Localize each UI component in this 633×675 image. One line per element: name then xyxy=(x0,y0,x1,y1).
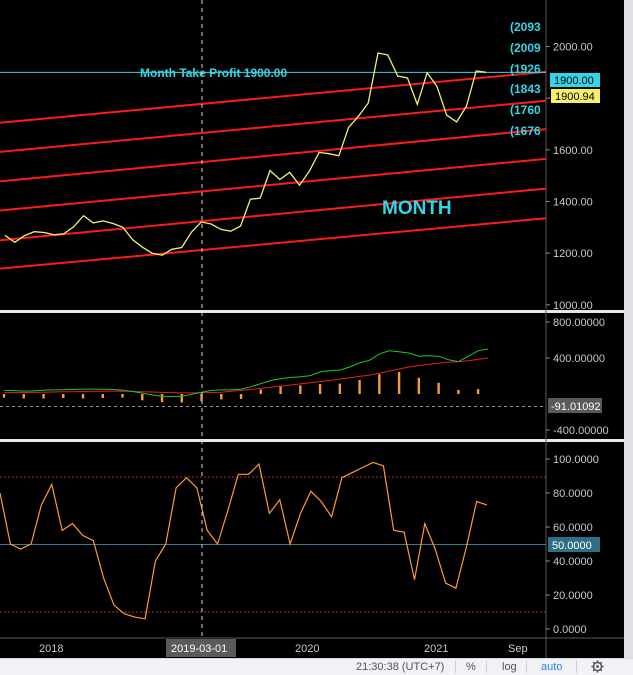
oscillator-tick-label: 0.0000 xyxy=(553,624,587,636)
level-label: (1676 xyxy=(510,124,541,138)
macd-histogram-bar xyxy=(338,383,342,394)
level-label: (2009 xyxy=(510,41,541,55)
last-price-badge: 1900.94 xyxy=(551,89,600,103)
macd-histogram-bar xyxy=(239,394,243,399)
clock-label: 21:30:38 (UTC+7) xyxy=(356,661,445,673)
oscillator-tick-label: 20.0000 xyxy=(553,590,593,602)
macd-line[interactable] xyxy=(3,348,489,398)
macd-histogram-bar xyxy=(318,384,322,394)
macd-histogram-bar xyxy=(437,382,440,394)
oscillator-tick-label: 80.0000 xyxy=(553,488,593,500)
log-toggle[interactable]: log xyxy=(502,661,517,673)
oscillator-tick-label: 100.0000 xyxy=(553,454,599,466)
channel-lines xyxy=(0,70,547,270)
channel-line-2[interactable] xyxy=(0,187,547,242)
crosshair-time-label: 2019-03-01 xyxy=(171,643,227,655)
time-label-2020: 2020 xyxy=(295,643,319,655)
macd-histogram-bar xyxy=(259,389,263,394)
macd-tick-label: 400.00000 xyxy=(553,353,605,365)
time-label-2018: 2018 xyxy=(39,643,63,655)
macd-histogram-bar xyxy=(457,389,460,394)
price-line[interactable] xyxy=(4,52,487,256)
oscillator-line[interactable] xyxy=(0,461,488,620)
oscillator-value-badge: 50.0000 xyxy=(548,537,600,552)
price-tick-label: 2000.00 xyxy=(553,42,593,54)
level-label: (1926 xyxy=(510,62,541,76)
macd-histogram-bar xyxy=(160,394,164,403)
channel-line-5[interactable] xyxy=(0,99,547,153)
macd-histogram-bar xyxy=(299,385,302,394)
price-tick-label: 1000.00 xyxy=(553,300,593,312)
crosshair-time-badge: 2019-03-01 xyxy=(166,639,236,657)
macd-histogram-bar xyxy=(397,371,401,394)
macd-ticks: 800.00000 400.00000 -400.00000 xyxy=(546,317,609,437)
macd-histogram-bar xyxy=(42,394,45,399)
channel-line-6[interactable] xyxy=(0,70,547,124)
right-scrollbar[interactable] xyxy=(624,0,633,658)
level-label: (2093 xyxy=(510,20,541,34)
price-badge-value: 1900.00 xyxy=(554,75,594,87)
take-profit-label: Month Take Profit 1900.00 xyxy=(140,66,287,80)
price-badge: 1900.00 xyxy=(550,73,600,87)
level-label: (1843 xyxy=(510,82,541,96)
oscillator-pane[interactable] xyxy=(0,442,546,638)
price-axis[interactable] xyxy=(546,0,624,310)
oscillator-tick-label: 60.0000 xyxy=(553,522,593,534)
macd-histogram-bar xyxy=(200,394,203,402)
macd-histogram-bar xyxy=(81,394,85,399)
macd-histogram-bar xyxy=(279,386,282,394)
macd-histogram-bar xyxy=(141,394,144,401)
channel-line-3[interactable] xyxy=(0,157,547,212)
macd-histogram-bar xyxy=(101,394,104,399)
last-price-badge-value: 1900.94 xyxy=(555,91,595,103)
pane-separator[interactable] xyxy=(0,439,624,442)
oscillator-value-badge-text: 50.0000 xyxy=(552,540,592,552)
signal-line[interactable] xyxy=(4,357,489,394)
price-tick-label: 1400.00 xyxy=(553,197,593,209)
macd-histogram-bar xyxy=(476,389,480,394)
macd-value-badge-text: -91.01092 xyxy=(551,401,601,413)
macd-tick-label: -400.00000 xyxy=(553,425,609,437)
macd-tick-label: 800.00000 xyxy=(553,317,605,329)
macd-histogram-bar xyxy=(358,380,361,394)
oscillator-tick-label: 40.0000 xyxy=(553,556,593,568)
auto-toggle[interactable]: auto xyxy=(541,661,563,673)
macd-histogram-bar xyxy=(121,394,124,398)
time-label-sep: Sep xyxy=(508,643,528,655)
channel-line-4[interactable] xyxy=(0,128,547,183)
macd-axis[interactable] xyxy=(546,313,624,439)
oscillator-ticks: 100.0000 80.0000 60.0000 40.0000 20.0000 0.00… xyxy=(546,454,599,636)
level-label: (1760 xyxy=(510,103,541,117)
macd-histogram-bar xyxy=(22,394,25,399)
level-labels: (2093 (2009 (1926 (1843 (1760 (1676 xyxy=(510,20,541,138)
macd-histogram-bar xyxy=(62,394,65,399)
chart-watermark: MONTH xyxy=(382,198,452,219)
macd-histogram xyxy=(2,371,480,403)
time-axis[interactable] xyxy=(0,638,624,658)
macd-histogram-bar xyxy=(220,394,223,400)
status-bar: 21:30:38 (UTC+7) % log auto xyxy=(0,658,633,675)
price-tick-label: 1600.00 xyxy=(553,145,593,157)
percent-toggle[interactable]: % xyxy=(466,661,476,673)
macd-pane[interactable] xyxy=(0,313,546,439)
time-label-2021: 2021 xyxy=(424,643,448,655)
macd-histogram-bar xyxy=(417,377,421,394)
channel-line-1[interactable] xyxy=(0,217,547,270)
macd-histogram-bar xyxy=(2,394,6,398)
gear-icon[interactable] xyxy=(590,659,605,674)
macd-histogram-bar xyxy=(378,374,381,394)
pane-separator[interactable] xyxy=(0,310,624,313)
macd-value-badge: -91.01092 xyxy=(548,398,602,413)
macd-histogram-bar xyxy=(180,394,183,403)
price-tick-label: 1200.00 xyxy=(553,248,593,260)
